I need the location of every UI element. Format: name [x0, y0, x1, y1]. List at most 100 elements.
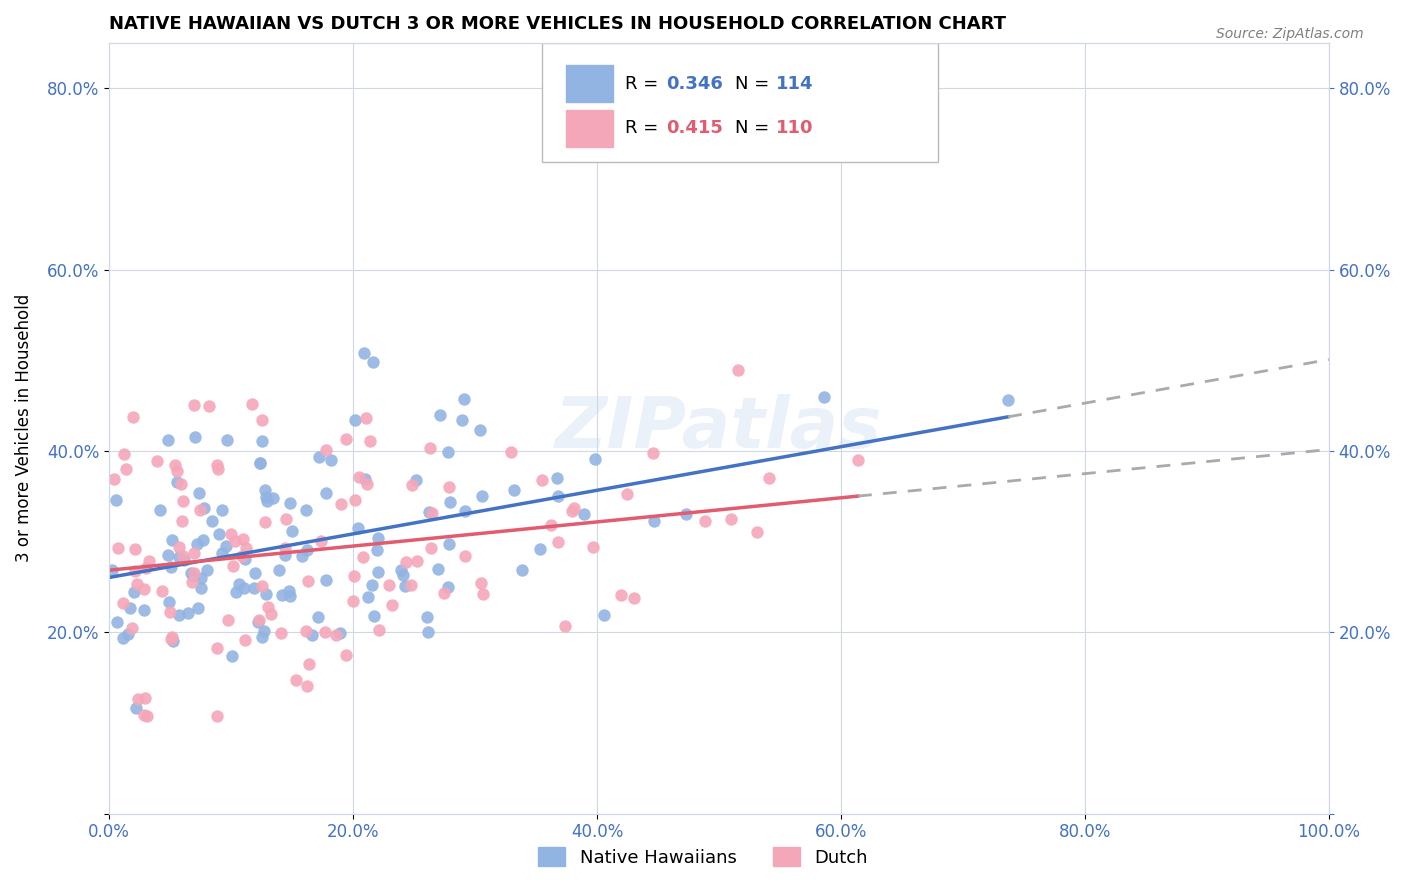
- Point: [343, 492, 366, 507]
- Text: N =: N =: [735, 120, 775, 137]
- Point: [297, 679, 319, 693]
- Point: [231, 549, 253, 564]
- Point: [846, 453, 869, 467]
- Point: [252, 579, 274, 593]
- Point: [529, 542, 551, 557]
- Point: [157, 433, 180, 447]
- Point: [190, 581, 212, 595]
- Point: [437, 537, 460, 551]
- Point: [502, 483, 524, 497]
- Point: [610, 588, 633, 602]
- Point: [564, 500, 586, 515]
- Point: [439, 494, 461, 508]
- Point: [436, 580, 458, 594]
- Point: [120, 601, 142, 615]
- Point: [308, 450, 330, 464]
- Point: [233, 581, 256, 595]
- Point: [285, 673, 308, 687]
- Point: [181, 574, 204, 589]
- Point: [391, 563, 413, 577]
- Point: [592, 608, 614, 623]
- Text: 0.346: 0.346: [666, 75, 723, 93]
- Point: [111, 596, 134, 610]
- Point: [188, 503, 211, 517]
- Point: [357, 590, 380, 604]
- Point: [205, 709, 228, 723]
- Point: [329, 497, 352, 511]
- Point: [616, 487, 638, 501]
- Point: [233, 632, 256, 647]
- Point: [193, 501, 215, 516]
- Point: [315, 443, 337, 458]
- Point: [166, 475, 188, 490]
- Point: [187, 601, 209, 615]
- Point: [240, 397, 263, 411]
- Point: [256, 599, 278, 614]
- Point: [319, 453, 342, 467]
- Point: [146, 454, 169, 468]
- Point: [745, 524, 768, 539]
- Point: [363, 608, 385, 623]
- Text: N =: N =: [735, 75, 775, 93]
- Point: [360, 577, 382, 591]
- Point: [297, 574, 319, 588]
- Point: [162, 634, 184, 648]
- Point: [104, 492, 127, 507]
- Point: [368, 623, 391, 637]
- Point: [366, 542, 388, 557]
- Point: [207, 462, 229, 476]
- Point: [187, 486, 209, 500]
- Point: [352, 550, 374, 565]
- Point: [276, 512, 298, 526]
- Point: [172, 514, 194, 528]
- Point: [470, 423, 492, 437]
- Point: [228, 577, 250, 591]
- Point: [367, 531, 389, 545]
- Point: [554, 619, 576, 633]
- Point: [221, 527, 243, 541]
- Point: [727, 363, 749, 377]
- Point: [623, 591, 645, 605]
- Point: [132, 582, 155, 596]
- Point: [349, 469, 371, 483]
- Point: [254, 483, 277, 497]
- Point: [354, 411, 377, 425]
- Point: [427, 562, 450, 576]
- Point: [429, 408, 451, 422]
- Point: [353, 345, 375, 359]
- Point: [315, 573, 337, 587]
- Point: [343, 569, 366, 583]
- Point: [167, 550, 190, 565]
- Point: [294, 624, 316, 638]
- Point: [405, 473, 427, 487]
- Point: [208, 526, 231, 541]
- Point: [335, 648, 357, 663]
- Point: [401, 478, 423, 492]
- Point: [560, 504, 582, 518]
- Point: [233, 552, 256, 566]
- Text: R =: R =: [626, 120, 664, 137]
- Bar: [567, 110, 613, 147]
- Point: [547, 535, 569, 549]
- Point: [250, 412, 273, 426]
- Point: [135, 708, 157, 723]
- Point: [211, 503, 233, 517]
- Point: [641, 446, 664, 460]
- Point: [381, 598, 404, 612]
- Point: [359, 434, 381, 448]
- Point: [510, 563, 533, 577]
- Point: [395, 556, 418, 570]
- Point: [198, 399, 221, 413]
- Point: [643, 514, 665, 528]
- Point: [325, 628, 347, 642]
- Point: [132, 707, 155, 722]
- Point: [205, 640, 228, 655]
- Point: [222, 559, 245, 574]
- Point: [100, 563, 122, 577]
- Point: [125, 577, 148, 591]
- Point: [347, 521, 370, 535]
- Point: [572, 507, 595, 521]
- Point: [247, 613, 270, 627]
- Point: [291, 549, 314, 563]
- Point: [157, 595, 180, 609]
